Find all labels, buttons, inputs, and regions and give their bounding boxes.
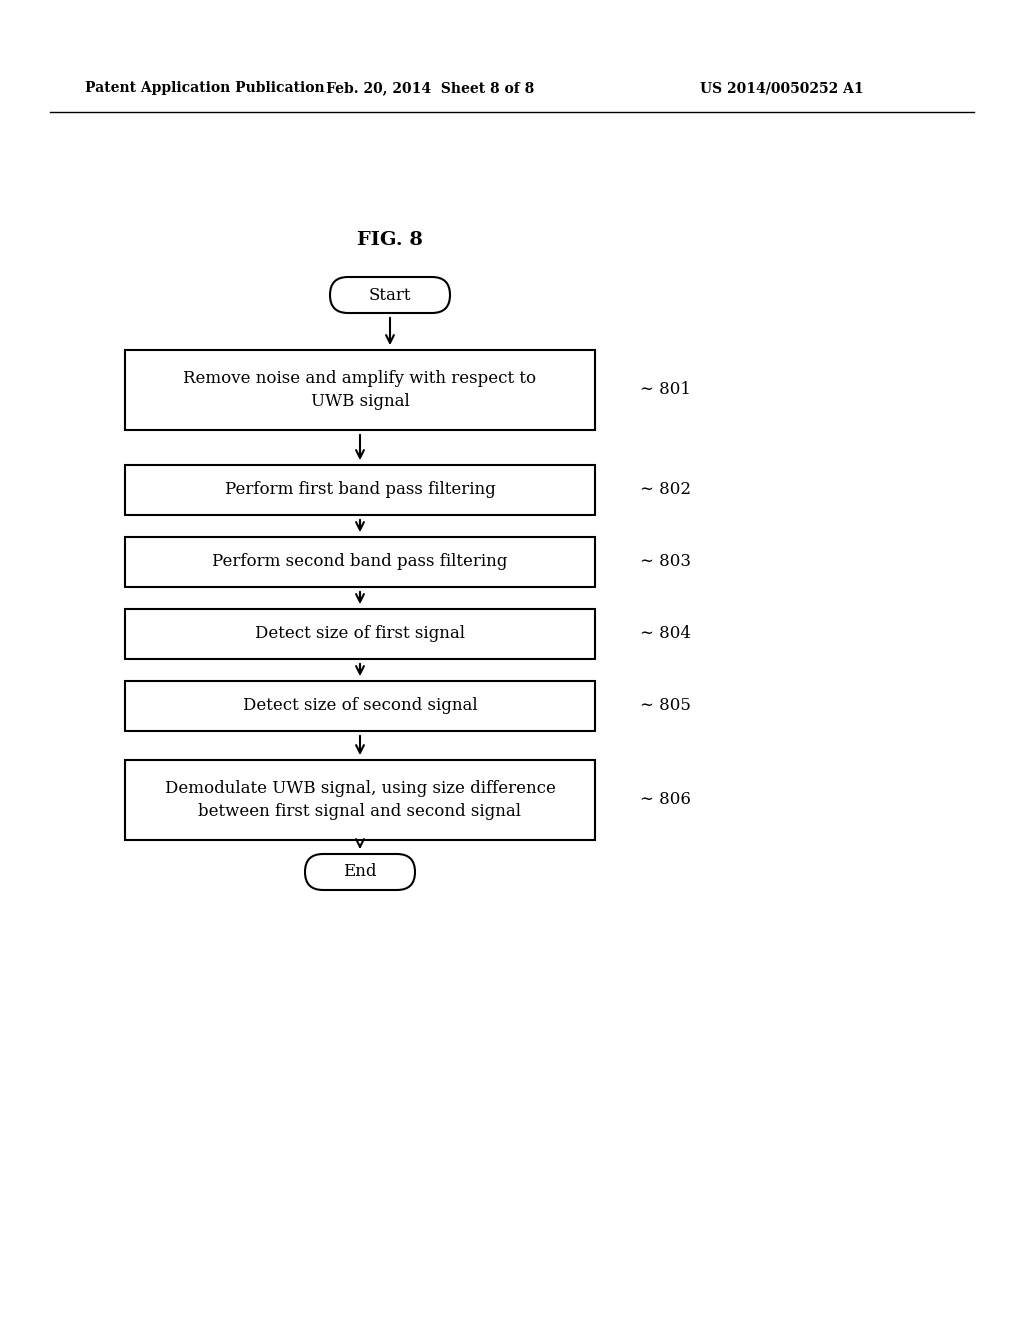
Text: Start: Start [369, 286, 412, 304]
FancyBboxPatch shape [330, 277, 450, 313]
Bar [125, 609, 595, 659]
Text: End: End [343, 863, 377, 880]
Text: ∼ 804: ∼ 804 [640, 626, 691, 643]
Text: Perform second band pass filtering: Perform second band pass filtering [212, 553, 508, 570]
Text: Perform first band pass filtering: Perform first band pass filtering [224, 482, 496, 499]
Bar [125, 760, 595, 840]
Text: ∼ 802: ∼ 802 [640, 482, 691, 499]
Text: Patent Application Publication: Patent Application Publication [85, 81, 325, 95]
Text: Detect size of first signal: Detect size of first signal [255, 626, 465, 643]
Text: US 2014/0050252 A1: US 2014/0050252 A1 [700, 81, 863, 95]
FancyBboxPatch shape [305, 854, 415, 890]
Bar [125, 681, 595, 731]
Text: ∼ 803: ∼ 803 [640, 553, 691, 570]
Bar [125, 465, 595, 515]
Text: FIG. 8: FIG. 8 [357, 231, 423, 249]
Text: ∼ 805: ∼ 805 [640, 697, 691, 714]
Bar [125, 350, 595, 430]
Text: Detect size of second signal: Detect size of second signal [243, 697, 477, 714]
Text: Demodulate UWB signal, using size difference
between first signal and second sig: Demodulate UWB signal, using size differ… [165, 780, 555, 820]
Text: Feb. 20, 2014  Sheet 8 of 8: Feb. 20, 2014 Sheet 8 of 8 [326, 81, 535, 95]
Text: ∼ 801: ∼ 801 [640, 381, 691, 399]
Bar [125, 537, 595, 587]
Text: ∼ 806: ∼ 806 [640, 792, 691, 808]
Text: Remove noise and amplify with respect to
UWB signal: Remove noise and amplify with respect to… [183, 371, 537, 409]
